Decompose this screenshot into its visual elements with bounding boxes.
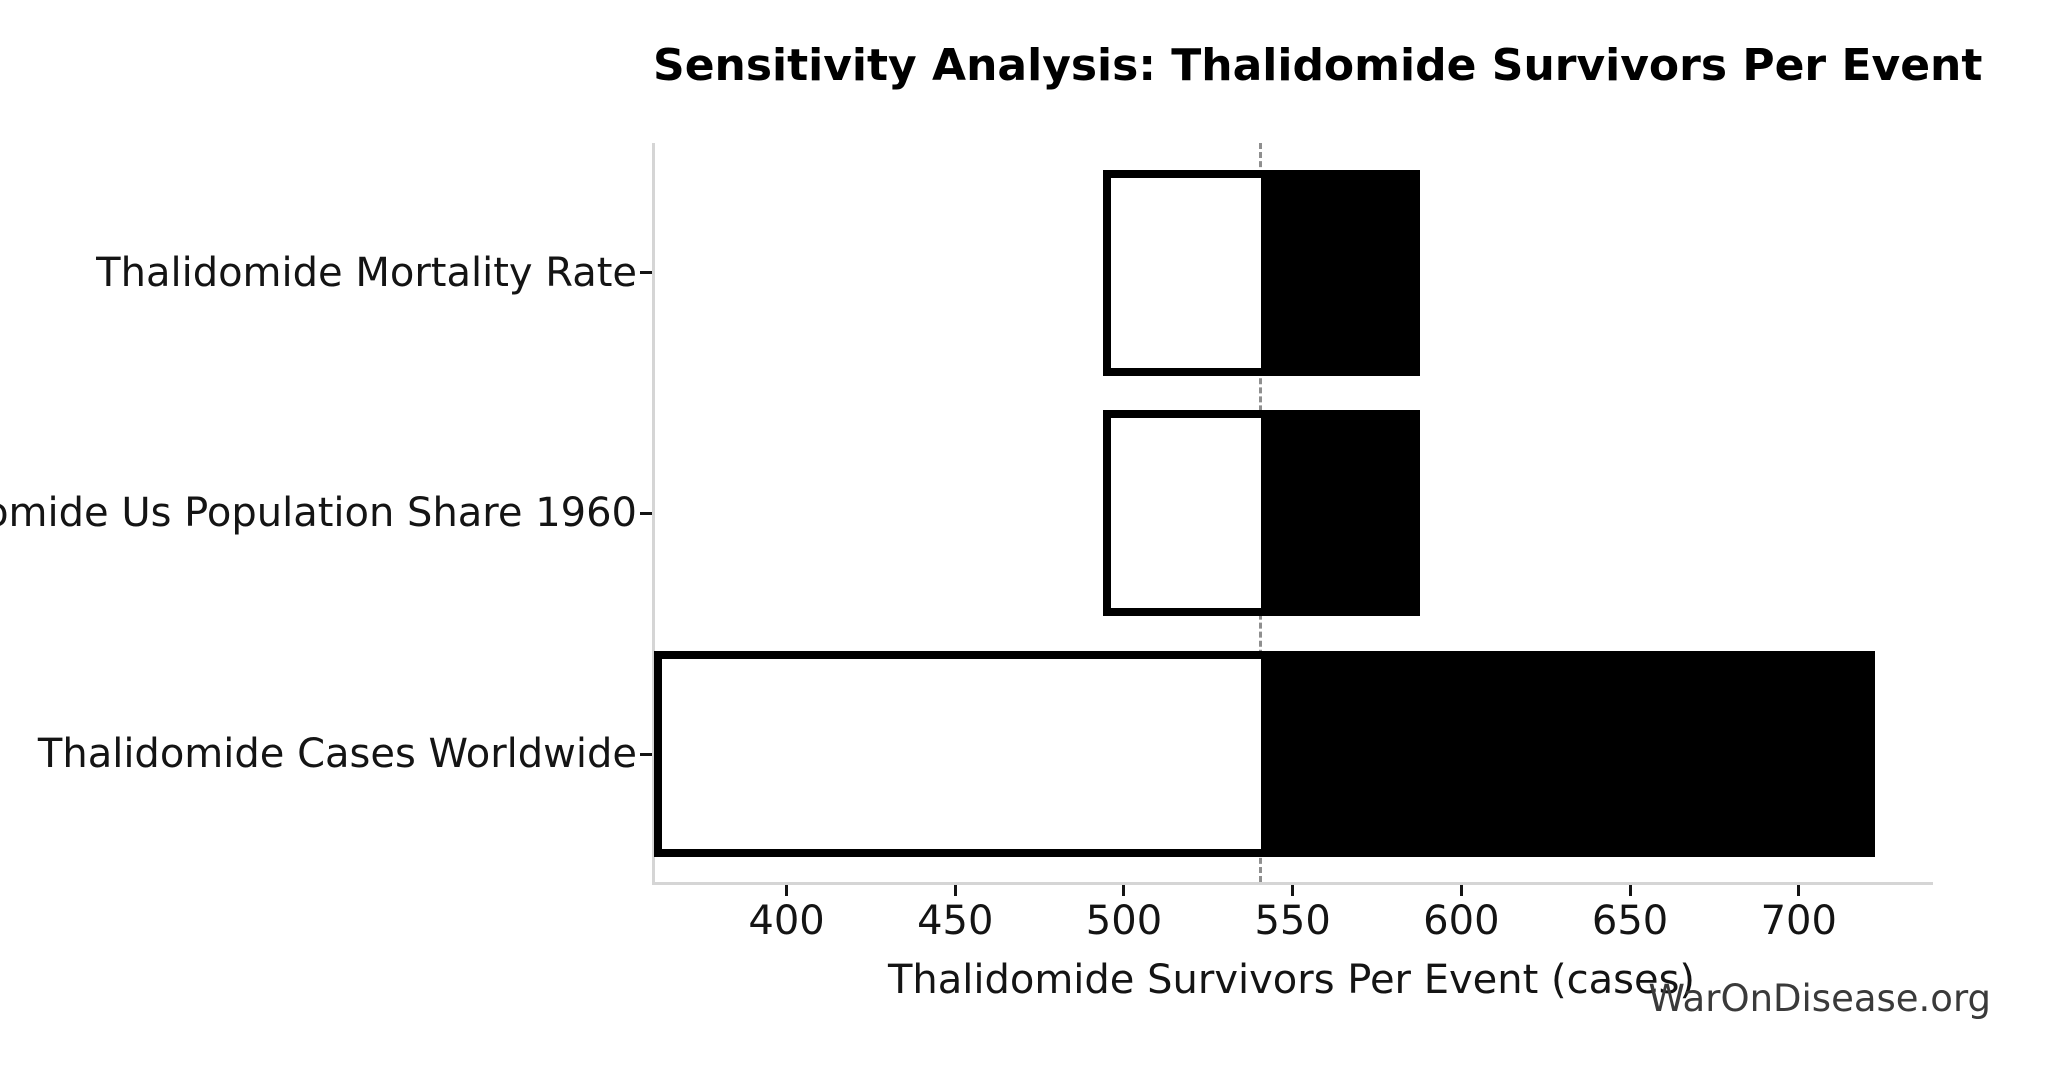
tornado-bar-low-segment	[1111, 177, 1261, 368]
y-tick-mark	[640, 271, 652, 274]
x-tick-label: 600	[1423, 898, 1500, 944]
tornado-bar-low-segment	[1111, 418, 1261, 609]
y-tick-mark	[640, 511, 652, 515]
tornado-bar	[1103, 410, 1420, 617]
y-axis-spine	[652, 143, 655, 885]
tornado-bar-low-segment	[662, 659, 1261, 849]
y-axis-category-label: Thalidomide Us Population Share 1960	[0, 490, 637, 537]
x-tick-label: 450	[917, 898, 994, 944]
x-tick-mark	[1459, 885, 1463, 896]
x-axis-label: Thalidomide Survivors Per Event (cases)	[887, 957, 1696, 1003]
x-tick-mark	[1291, 885, 1295, 896]
x-tick-label: 400	[748, 898, 825, 944]
tornado-bar	[1103, 169, 1420, 376]
tornado-bar	[654, 651, 1875, 857]
y-axis-category-label: Thalidomide Cases Worldwide	[37, 731, 637, 777]
x-tick-label: 700	[1760, 898, 1837, 944]
x-tick-mark	[953, 885, 957, 896]
x-tick-label: 550	[1254, 898, 1331, 944]
x-tick-label: 650	[1591, 898, 1669, 944]
plot-area	[653, 143, 1930, 882]
watermark: WarOnDisease.org	[1648, 977, 1991, 1020]
x-axis-spine	[652, 882, 1933, 885]
x-tick-mark	[1122, 885, 1126, 896]
y-axis-category-label: Thalidomide Mortality Rate	[96, 249, 637, 296]
x-tick-label: 500	[1085, 898, 1163, 944]
chart-title: Sensitivity Analysis: Thalidomide Surviv…	[653, 40, 1983, 91]
x-tick-mark	[1797, 885, 1801, 896]
x-tick-mark	[785, 885, 789, 896]
y-tick-mark	[640, 752, 652, 756]
x-tick-mark	[1628, 885, 1632, 896]
